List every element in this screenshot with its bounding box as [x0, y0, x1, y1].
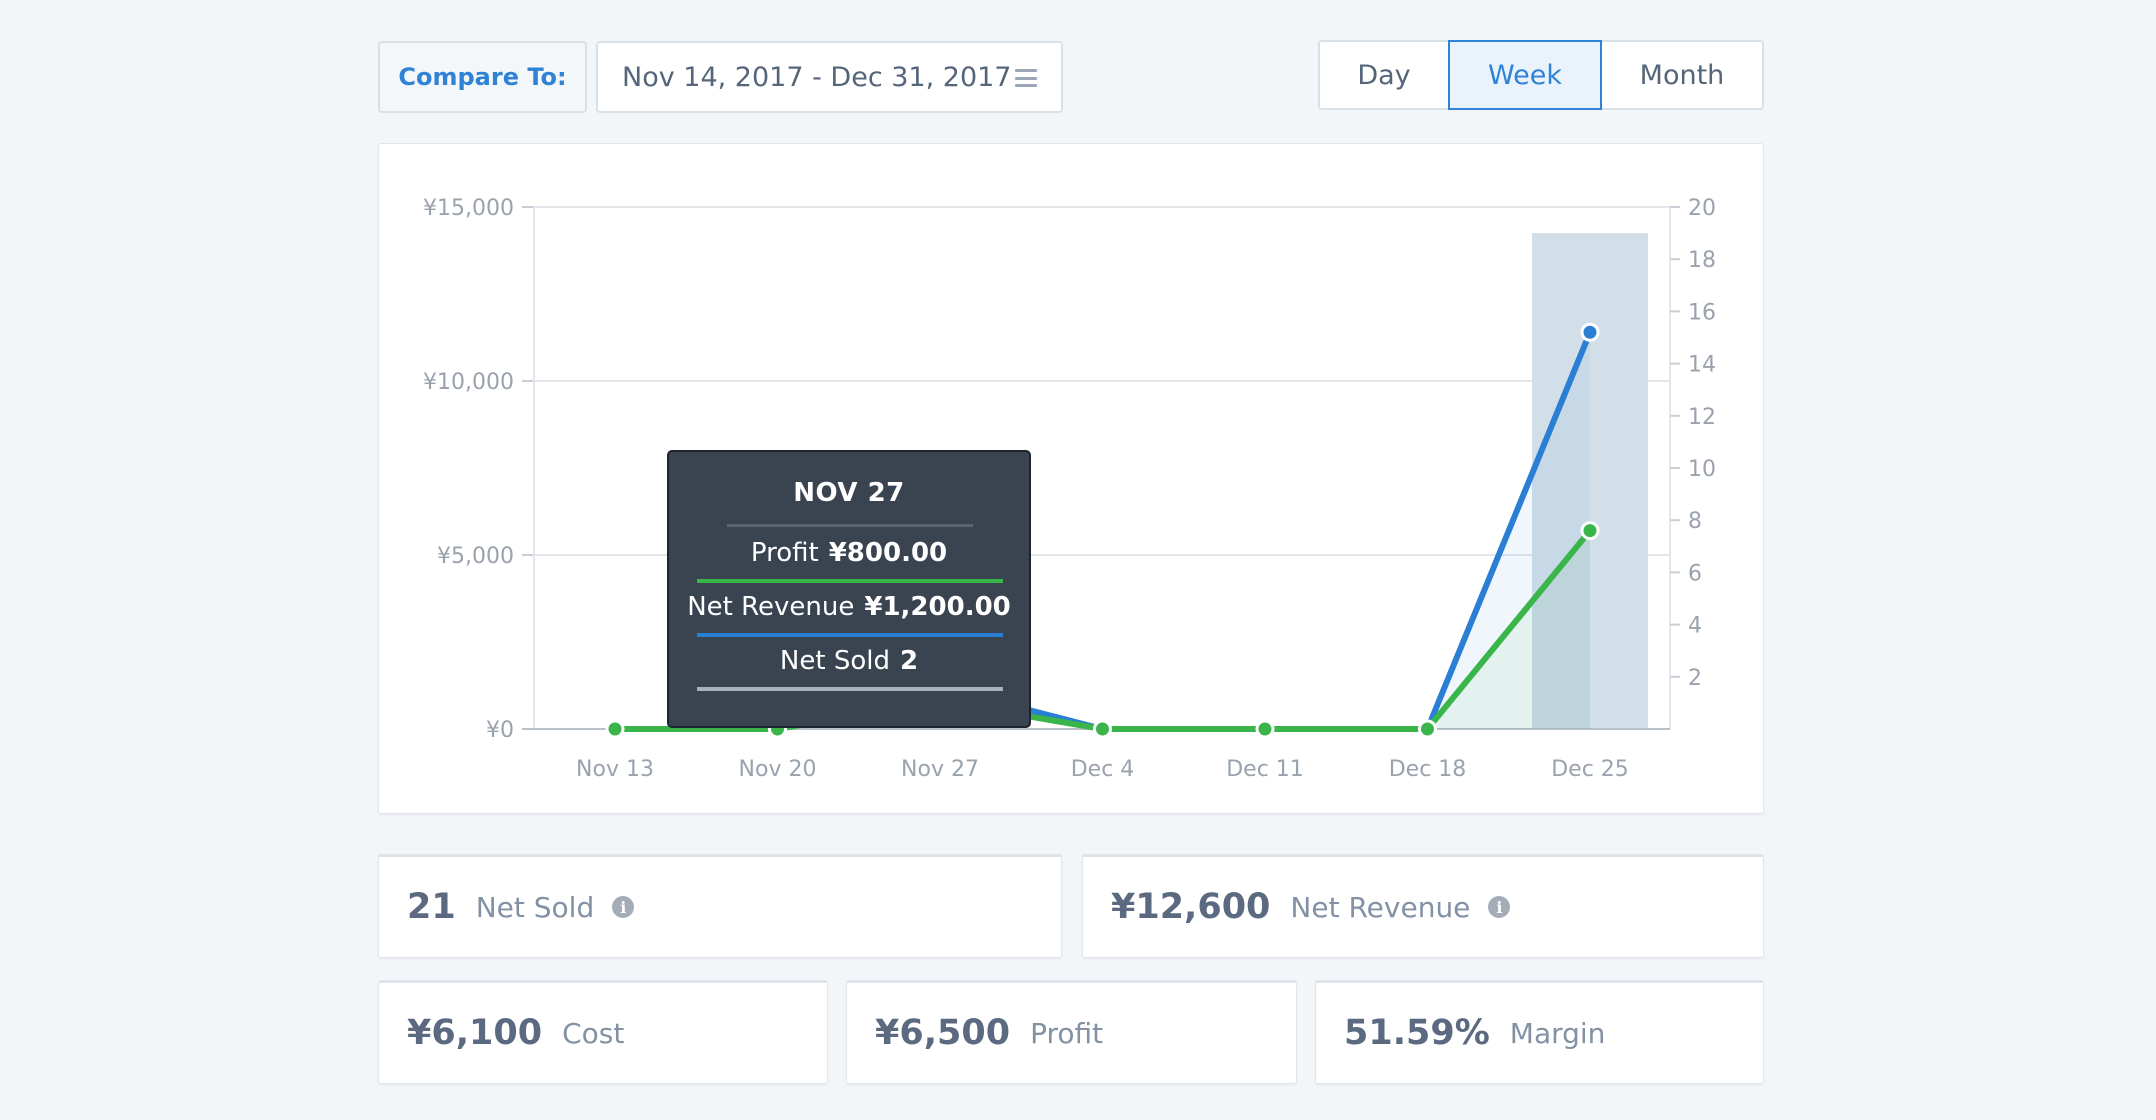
chart-tooltip: NOV 27 Profit ¥800.00 Net Revenue ¥1,200.0…	[667, 450, 1031, 728]
x-axis-label: Nov 13	[576, 757, 654, 782]
x-axis-label: Nov 27	[901, 757, 979, 782]
info-icon[interactable]: i	[1488, 896, 1511, 918]
sales-chart[interactable]: ¥0 ¥5,000 ¥10,000 ¥15,000 2 4 6 8 10 12 14 16 18 20 No…	[379, 144, 1765, 815]
stat-profit-label: Profit	[1030, 1016, 1104, 1050]
compare-to-button[interactable]: Compare To:	[378, 41, 587, 113]
tooltip-sold-label: Net Sold	[779, 646, 890, 676]
range-toggle-group: Day Week Month	[1318, 40, 1764, 110]
tooltip-sold-row: Net Sold 2	[669, 646, 1029, 676]
range-week-button[interactable]: Week	[1448, 40, 1602, 110]
x-axis-label: Dec 25	[1551, 757, 1629, 782]
right-axis-label: 16	[1688, 300, 1716, 325]
right-axis-label: 4	[1688, 614, 1702, 639]
profit-point	[1093, 719, 1112, 739]
tooltip-profit-swatch	[697, 579, 1003, 583]
left-axis-label: ¥15,000	[423, 196, 514, 221]
x-axis-label: Dec 18	[1389, 757, 1467, 782]
right-axis-label: 6	[1688, 561, 1702, 586]
chart-card: ¥0 ¥5,000 ¥10,000 ¥15,000 2 4 6 8 10 12 14 16 18 20 No…	[378, 143, 1764, 814]
menu-icon[interactable]	[1015, 69, 1037, 87]
right-axis-label: 20	[1688, 196, 1716, 221]
tooltip-profit-label: Profit	[750, 538, 819, 568]
net-sold-bar	[1532, 233, 1648, 729]
stat-net-sold-value: 21	[407, 887, 456, 927]
stat-cost-value: ¥6,100	[407, 1013, 543, 1053]
x-axis-label: Dec 4	[1071, 757, 1135, 782]
stat-net-revenue-label: Net Revenue	[1290, 890, 1471, 924]
tooltip-profit-row: Profit ¥800.00	[669, 538, 1029, 568]
profit-point	[1255, 719, 1275, 739]
right-axis-label: 8	[1688, 509, 1702, 534]
profit-point	[605, 719, 625, 739]
left-axis-label: ¥0	[486, 718, 514, 743]
date-range-text: Nov 14, 2017 - Dec 31, 2017	[622, 61, 1012, 93]
info-icon[interactable]: i	[612, 896, 635, 918]
range-month-button[interactable]: Month	[1600, 40, 1764, 110]
stat-net-sold-label: Net Sold	[475, 890, 595, 924]
tooltip-revenue-row: Net Revenue ¥1,200.00	[669, 592, 1029, 622]
right-axis-label: 18	[1688, 248, 1716, 273]
tooltip-revenue-label: Net Revenue	[687, 592, 855, 622]
profit-point	[1580, 521, 1600, 541]
x-axis-label: Dec 11	[1226, 757, 1304, 782]
stat-net-revenue-value: ¥12,600	[1111, 887, 1271, 927]
net-revenue-point	[1580, 322, 1600, 342]
left-axis-label: ¥10,000	[423, 370, 514, 395]
profit-point	[1418, 719, 1437, 739]
left-axis-label: ¥5,000	[437, 544, 514, 569]
tooltip-sold-value: 2	[899, 646, 919, 676]
stat-margin: 51.59% Margin	[1315, 980, 1764, 1084]
right-axis-label: 12	[1688, 405, 1716, 430]
stat-cost-label: Cost	[562, 1016, 625, 1050]
range-day-button[interactable]: Day	[1318, 40, 1450, 110]
tooltip-sold-swatch	[697, 687, 1003, 691]
tooltip-title: NOV 27	[793, 478, 905, 508]
stat-margin-label: Margin	[1509, 1016, 1606, 1050]
stat-net-revenue: ¥12,600 Net Revenue i	[1082, 854, 1764, 958]
date-range-picker[interactable]: Nov 14, 2017 - Dec 31, 2017	[596, 41, 1063, 113]
tooltip-revenue-value: ¥1,200.00	[864, 592, 1011, 622]
tooltip-revenue-swatch	[697, 633, 1003, 637]
right-axis-label: 2	[1688, 666, 1702, 691]
tooltip-profit-value: ¥800.00	[828, 538, 948, 568]
stat-profit: ¥6,500 Profit	[846, 980, 1297, 1084]
stat-net-sold: 21 Net Sold i	[378, 854, 1062, 958]
stat-cost: ¥6,100 Cost	[378, 980, 828, 1084]
stat-profit-value: ¥6,500	[875, 1013, 1011, 1053]
right-axis-label: 10	[1688, 457, 1716, 482]
x-axis-label: Nov 20	[739, 757, 817, 782]
right-axis-label: 14	[1688, 353, 1716, 378]
tooltip-divider	[727, 524, 973, 527]
stat-margin-value: 51.59%	[1344, 1013, 1490, 1053]
